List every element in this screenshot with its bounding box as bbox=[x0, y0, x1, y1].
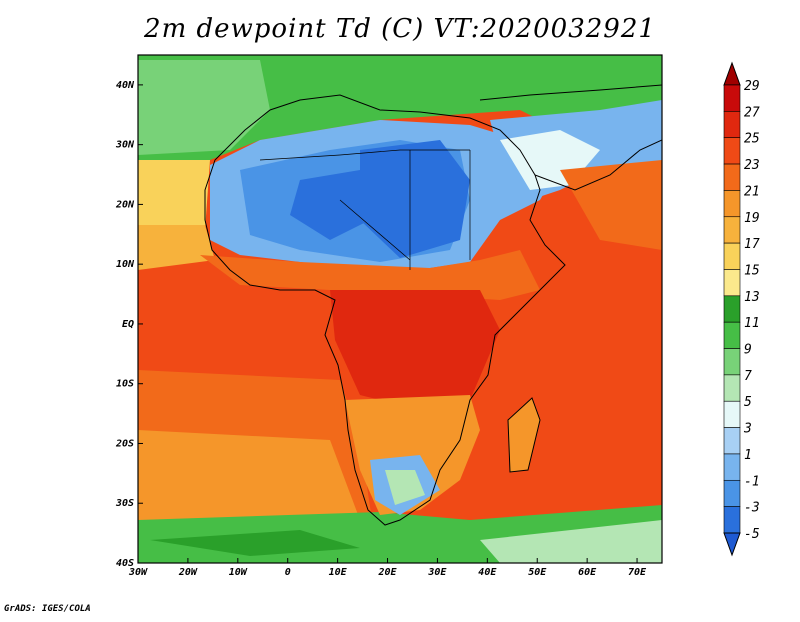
colorbar: 29 27 25 23 21 19 17 15 13 11 9 7 5 3 1 -1 -3 -5 bbox=[723, 61, 760, 557]
map-frame bbox=[137, 54, 663, 564]
y-tick-label: 30S bbox=[115, 498, 134, 509]
colorbar-label: 29 bbox=[744, 79, 760, 94]
colorbar-label: 11 bbox=[744, 316, 760, 331]
colorbar-bottom-arrow bbox=[723, 532, 741, 557]
colorbar-segment bbox=[723, 242, 741, 270]
y-tick-label: EQ bbox=[122, 319, 134, 330]
x-tick-label: 40E bbox=[478, 567, 497, 578]
colorbar-segment bbox=[723, 400, 741, 428]
colorbar-label: 21 bbox=[744, 184, 760, 199]
colorbar-label: 1 bbox=[744, 448, 752, 463]
x-tick-label: 70E bbox=[628, 567, 647, 578]
x-tick-label: 60E bbox=[578, 567, 597, 578]
colorbar-segment bbox=[723, 374, 741, 402]
y-tick-label: 30N bbox=[115, 140, 135, 151]
colorbar-segment bbox=[723, 453, 741, 481]
x-tick-label: 10W bbox=[229, 567, 248, 578]
colorbar-segment bbox=[723, 348, 741, 376]
colorbar-segment bbox=[723, 479, 741, 507]
y-tick-label: 10N bbox=[116, 259, 135, 270]
x-tick-label: 50E bbox=[528, 567, 547, 578]
y-tick-label: 20N bbox=[115, 199, 135, 210]
colorbar-top-arrow bbox=[723, 61, 741, 86]
x-tick-label: 30E bbox=[427, 567, 447, 578]
colorbar-label: 15 bbox=[744, 263, 760, 278]
colorbar-segment bbox=[723, 295, 741, 323]
map-title: 2m dewpoint Td (C) VT:2020032921 bbox=[144, 14, 656, 44]
x-tick-label: 30W bbox=[128, 567, 148, 578]
colorbar-label: 17 bbox=[744, 237, 760, 252]
x-tick-label: 20E bbox=[377, 567, 397, 578]
colorbar-segment bbox=[723, 111, 741, 139]
colorbar-label: 13 bbox=[744, 290, 760, 305]
x-tick-label: 0 bbox=[285, 567, 291, 578]
colorbar-segment bbox=[723, 163, 741, 191]
colorbar-segment bbox=[723, 137, 741, 165]
colorbar-segment bbox=[723, 427, 741, 455]
colorbar-label: -5 bbox=[744, 527, 760, 542]
colorbar-label: 27 bbox=[744, 105, 760, 120]
colorbar-label: 19 bbox=[744, 211, 760, 226]
colorbar-label: 25 bbox=[744, 132, 760, 147]
dewpoint-field bbox=[138, 55, 662, 563]
colorbar-label: 23 bbox=[744, 158, 760, 173]
colorbar-label: -3 bbox=[744, 501, 760, 516]
grads-credit: GrADS: IGES/COLA bbox=[4, 604, 91, 614]
colorbar-segment bbox=[723, 321, 741, 349]
y-tick-label: 40S bbox=[116, 558, 134, 569]
colorbar-segment bbox=[723, 269, 741, 297]
colorbar-segment bbox=[723, 216, 741, 244]
colorbar-segment bbox=[723, 84, 741, 112]
colorbar-label: 9 bbox=[744, 343, 752, 358]
colorbar-label: -1 bbox=[744, 474, 760, 489]
x-tick-label: 20W bbox=[178, 567, 198, 578]
colorbar-label: 5 bbox=[744, 395, 752, 410]
colorbar-segment bbox=[723, 506, 741, 534]
x-tick-label: 10E bbox=[329, 567, 348, 578]
colorbar-label: 7 bbox=[744, 369, 752, 384]
coastlines bbox=[204, 84, 662, 526]
colorbar-segment bbox=[723, 190, 741, 218]
axis-ticks: 30W 20W 10W 0 10E 20E 30E 40E 50E 60E 70E 40N 30N 20N… bbox=[115, 80, 647, 578]
y-tick-label: 20S bbox=[115, 438, 134, 449]
colorbar-label: 3 bbox=[743, 422, 752, 437]
y-tick-label: 10S bbox=[116, 379, 134, 390]
y-tick-label: 40N bbox=[116, 80, 135, 91]
